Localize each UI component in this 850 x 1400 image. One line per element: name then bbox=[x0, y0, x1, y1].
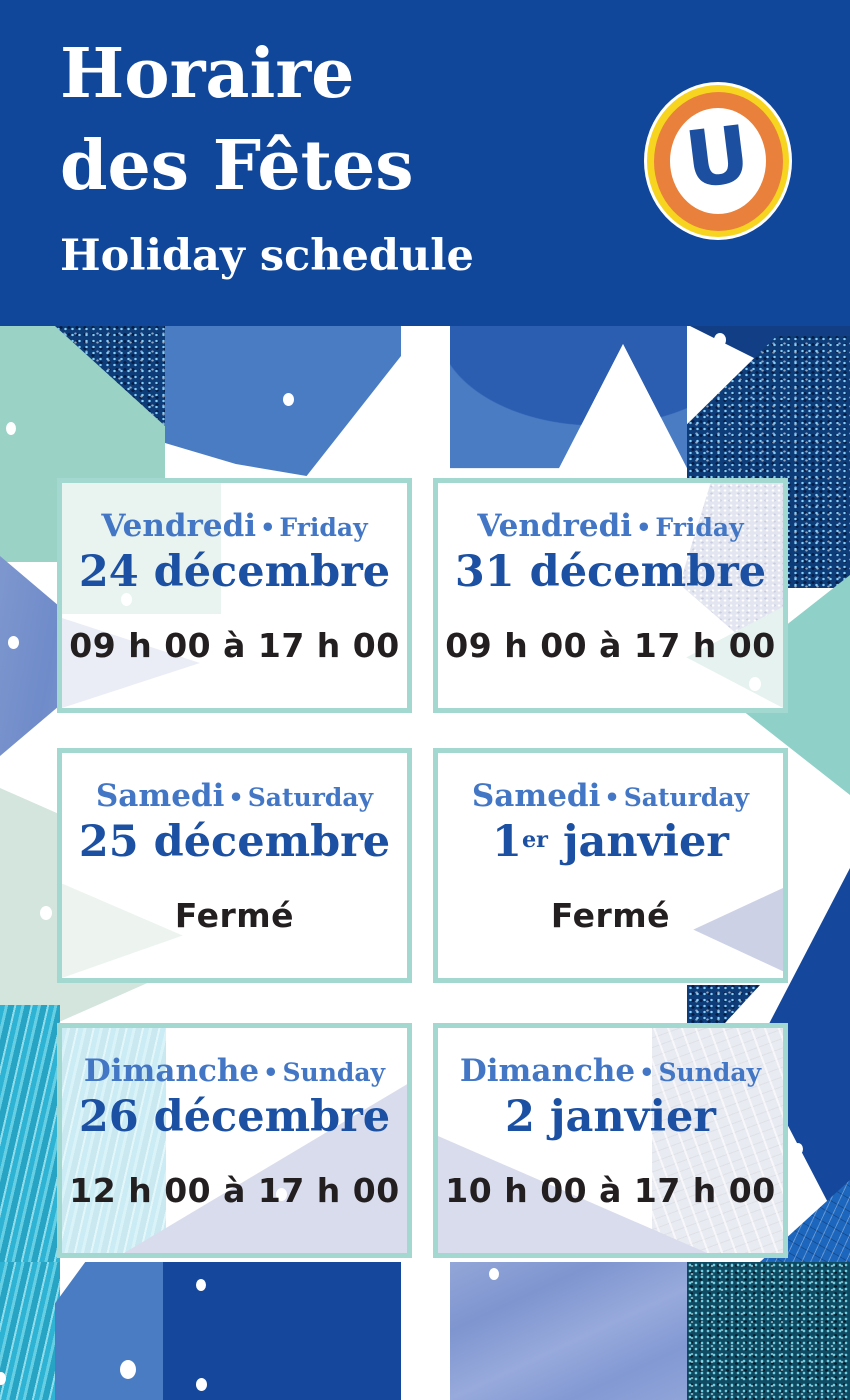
decor-dot bbox=[120, 1360, 136, 1379]
schedule-card-dec24: Vendredi • Friday 24 décembre 09 h 00 à 17… bbox=[57, 478, 412, 713]
logo-orange-ring: U bbox=[653, 91, 783, 231]
bg-glitter-teal-bottomright bbox=[687, 1262, 850, 1400]
poster-title: Horaire des Fêtes bbox=[60, 28, 414, 212]
logo-u-letter: U bbox=[681, 109, 755, 207]
bg-watercolor-block-bottom bbox=[450, 1262, 687, 1400]
card-day-line: Dimanche • Sunday bbox=[438, 1053, 783, 1091]
day-french: Samedi bbox=[95, 778, 225, 814]
logo-inner-circle: U bbox=[670, 108, 766, 214]
card-day-line: Samedi • Saturday bbox=[438, 778, 783, 816]
decor-dot bbox=[196, 1378, 207, 1391]
decor-dot bbox=[793, 1143, 803, 1155]
schedule-card-dec25: Samedi • Saturday 25 décembre Fermé bbox=[57, 748, 412, 983]
day-french: Dimanche bbox=[83, 1053, 260, 1089]
day-english: Friday bbox=[655, 513, 744, 542]
card-day-line: Vendredi • Friday bbox=[62, 508, 407, 546]
card-date: 31 décembre bbox=[454, 547, 767, 597]
bg-blue-block-bottomleft bbox=[55, 1262, 163, 1400]
decor-dot bbox=[714, 333, 726, 347]
day-french: Vendredi bbox=[101, 508, 257, 544]
poster-subtitle: Holiday schedule bbox=[60, 231, 474, 281]
day-english: Saturday bbox=[247, 783, 374, 812]
title-line-1: Horaire bbox=[60, 34, 355, 114]
day-english: Sunday bbox=[658, 1058, 762, 1087]
decor-dot bbox=[0, 1372, 6, 1385]
card-hours: 10 h 00 à 17 h 00 bbox=[445, 1171, 776, 1210]
bullet-separator: • bbox=[639, 1058, 655, 1087]
card-date: 1er janvier bbox=[492, 817, 729, 867]
brand-logo: U bbox=[644, 82, 792, 240]
decor-dot bbox=[40, 906, 52, 920]
bullet-separator: • bbox=[260, 513, 276, 542]
day-french: Vendredi bbox=[477, 508, 633, 544]
card-day-line: Vendredi • Friday bbox=[438, 508, 783, 546]
bg-glitter-mid-right bbox=[687, 985, 760, 1023]
title-line-2: des Fêtes bbox=[60, 126, 414, 206]
bg-paint-corner-bottomleft bbox=[0, 1262, 60, 1400]
bullet-separator: • bbox=[228, 783, 244, 812]
card-day-line: Samedi • Saturday bbox=[62, 778, 407, 816]
decor-dot bbox=[8, 636, 19, 649]
schedule-card-jan1: Samedi • Saturday 1er janvier Fermé bbox=[433, 748, 788, 983]
card-hours: Fermé bbox=[174, 896, 295, 935]
bullet-separator: • bbox=[604, 783, 620, 812]
bg-blue-chevron-right bbox=[450, 326, 687, 469]
card-date: 26 décembre bbox=[78, 1092, 391, 1142]
logo-yellow-ring: U bbox=[647, 85, 789, 237]
decor-dot bbox=[196, 1279, 206, 1291]
card-date: 2 janvier bbox=[505, 1092, 716, 1142]
header-banner: Horaire des Fêtes Holiday schedule U bbox=[0, 0, 850, 326]
decor-dot bbox=[283, 393, 294, 406]
day-english: Sunday bbox=[282, 1058, 386, 1087]
day-french: Dimanche bbox=[459, 1053, 636, 1089]
decor-dot bbox=[489, 1268, 499, 1280]
schedule-card-dec31: Vendredi • Friday 31 décembre 09 h 00 à 17… bbox=[433, 478, 788, 713]
card-date: 24 décembre bbox=[78, 547, 391, 597]
day-french: Samedi bbox=[471, 778, 601, 814]
card-day-line: Dimanche • Sunday bbox=[62, 1053, 407, 1091]
card-hours: 09 h 00 à 17 h 00 bbox=[445, 626, 776, 665]
schedule-card-dec26: Dimanche • Sunday 26 décembre 12 h 00 à 17… bbox=[57, 1023, 412, 1258]
day-english: Friday bbox=[279, 513, 368, 542]
day-english: Saturday bbox=[623, 783, 750, 812]
card-hours: 09 h 00 à 17 h 00 bbox=[69, 626, 400, 665]
bullet-separator: • bbox=[636, 513, 652, 542]
schedule-card-jan2: Dimanche • Sunday 2 janvier 10 h 00 à 17 h… bbox=[433, 1023, 788, 1258]
card-date: 25 décembre bbox=[78, 817, 391, 867]
decor-dot bbox=[6, 422, 16, 435]
card-hours: Fermé bbox=[550, 896, 671, 935]
card-hours: 12 h 00 à 17 h 00 bbox=[69, 1171, 400, 1210]
bullet-separator: • bbox=[263, 1058, 279, 1087]
